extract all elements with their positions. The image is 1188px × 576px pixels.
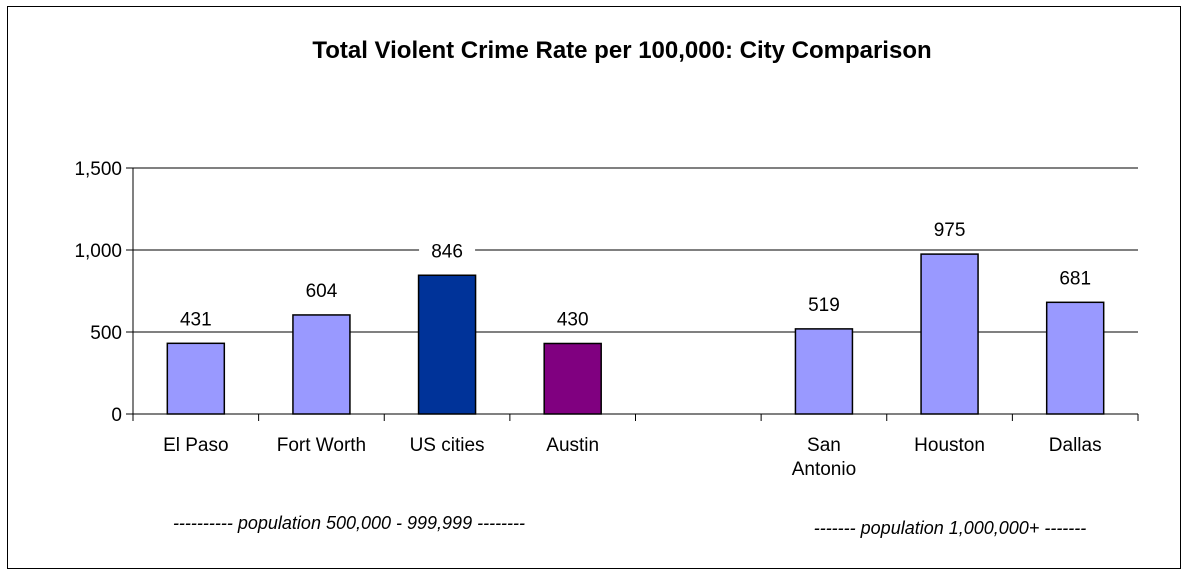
data-label: 681 xyxy=(1059,268,1091,289)
bar-austin xyxy=(543,342,602,415)
data-label: 975 xyxy=(934,220,966,241)
category-label: San xyxy=(807,435,841,456)
bar-houston xyxy=(920,253,979,415)
gridlines xyxy=(133,167,1138,333)
annotation-population-500k: ---------- population 500,000 - 999,999 … xyxy=(173,513,525,533)
annotation-population-1m: ------- population 1,000,000+ ------- xyxy=(814,518,1087,538)
data-label-background xyxy=(921,216,978,241)
bar-el-paso xyxy=(166,342,226,415)
bar-dallas xyxy=(1045,301,1105,415)
data-label-background xyxy=(419,237,476,262)
data-label-background xyxy=(167,305,224,330)
bar-series xyxy=(166,253,1105,415)
category-label: Austin xyxy=(546,435,599,456)
y-tick-label: 1,000 xyxy=(74,241,122,262)
data-label-background xyxy=(293,276,350,301)
data-labels: 431 604 846 430 519 975 681 xyxy=(167,216,1104,330)
data-label: 846 xyxy=(431,241,463,262)
data-label: 431 xyxy=(180,309,212,330)
category-label: US cities xyxy=(410,435,485,456)
x-axis-category-labels: El Paso Fort Worth US cities Austin San Anton… xyxy=(163,435,1102,480)
category-label: Fort Worth xyxy=(277,435,366,456)
data-label: 604 xyxy=(306,281,338,302)
y-axis-tick-labels: 0 500 1,000 1,500 xyxy=(74,159,122,426)
category-label: Antonio xyxy=(792,459,856,480)
data-label-background xyxy=(544,305,601,330)
data-label-background xyxy=(795,290,852,315)
chart-title: Total Violent Crime Rate per 100,000: Ci… xyxy=(312,37,931,64)
category-label: Dallas xyxy=(1049,435,1102,456)
y-tick-label: 0 xyxy=(111,405,122,426)
data-label-background xyxy=(1047,264,1104,289)
category-label: El Paso xyxy=(163,435,228,456)
bar-san-antonio xyxy=(794,328,854,415)
data-label: 430 xyxy=(557,309,589,330)
axes xyxy=(126,167,1139,421)
y-tick-label: 1,500 xyxy=(74,159,122,180)
category-label: Houston xyxy=(914,435,985,456)
chart-frame xyxy=(7,6,1181,569)
y-tick-label: 500 xyxy=(90,323,122,344)
data-label: 519 xyxy=(808,295,840,316)
bar-fort-worth xyxy=(292,314,351,415)
bar-us-cities xyxy=(417,274,477,415)
